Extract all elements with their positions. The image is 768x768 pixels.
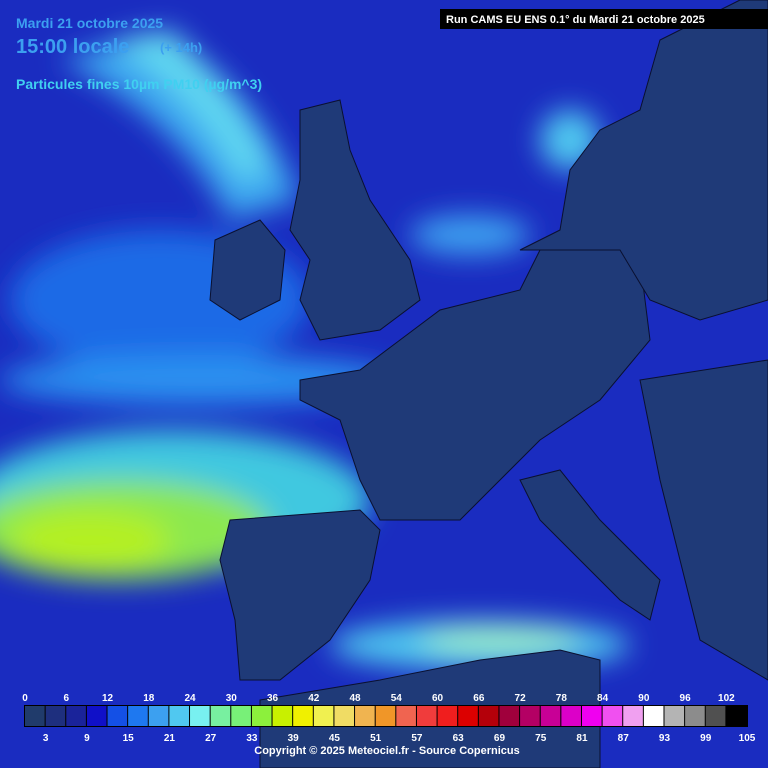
legend-label: 72	[515, 693, 527, 704]
legend-box	[664, 706, 685, 726]
legend-box	[520, 706, 540, 726]
legend-label: 75	[535, 733, 547, 744]
legend-box	[210, 706, 231, 726]
legend-box	[499, 706, 520, 726]
legend-label: 42	[308, 693, 320, 704]
legend-box	[437, 706, 458, 726]
legend: 0369121518212427303336394245485154576063…	[22, 693, 756, 744]
legend-label: 27	[205, 733, 217, 744]
lead: (+ 14h)	[160, 40, 202, 55]
parameter: Particules fines 10µm PM10 (µg/m^3)	[16, 76, 262, 92]
legend-label: 45	[329, 733, 341, 744]
legend-label: 33	[246, 733, 258, 744]
legend-label: 0	[22, 693, 28, 704]
legend-label: 87	[618, 733, 630, 744]
legend-box	[45, 706, 66, 726]
legend-label: 18	[143, 693, 155, 704]
legend-label: 93	[659, 733, 671, 744]
legend-box	[148, 706, 169, 726]
legend-label: 60	[432, 693, 444, 704]
legend-label: 6	[63, 693, 69, 704]
legend-box	[272, 706, 293, 726]
legend-label: 78	[556, 693, 568, 704]
legend-box	[355, 706, 375, 726]
legend-label: 102	[718, 693, 735, 704]
legend-box	[169, 706, 190, 726]
legend-box	[478, 706, 499, 726]
run-banner	[440, 9, 768, 29]
legend-box	[128, 706, 148, 726]
run-info: Run CAMS EU ENS 0.1° du Mardi 21 octobre…	[446, 14, 705, 26]
legend-box	[66, 706, 86, 726]
legend-label: 99	[700, 733, 712, 744]
legend-label: 36	[267, 693, 279, 704]
legend-box	[540, 706, 561, 726]
legend-box	[231, 706, 251, 726]
legend-box	[581, 706, 602, 726]
legend-box	[107, 706, 128, 726]
legend-label: 96	[680, 693, 692, 704]
legend-box	[293, 706, 313, 726]
date: Mardi 21 octobre 2025	[16, 15, 163, 31]
legend-box	[313, 706, 334, 726]
legend-label: 57	[411, 733, 423, 744]
legend-box	[334, 706, 355, 726]
legend-label: 12	[102, 693, 114, 704]
legend-box	[458, 706, 478, 726]
legend-label: 63	[453, 733, 465, 744]
legend-label: 48	[349, 693, 361, 704]
legend-label: 51	[370, 733, 382, 744]
legend-box	[561, 706, 581, 726]
legend-label: 3	[43, 733, 49, 744]
legend-label: 9	[84, 733, 90, 744]
legend-label: 105	[739, 733, 756, 744]
legend-box	[396, 706, 416, 726]
legend-label: 39	[288, 733, 300, 744]
legend-box	[705, 706, 726, 726]
legend-box	[25, 706, 45, 726]
legend-box	[190, 706, 210, 726]
legend-label: 24	[184, 693, 196, 704]
legend-label: 30	[226, 693, 238, 704]
legend-box	[375, 706, 396, 726]
time: 15:00 locale	[16, 36, 129, 58]
copyright: Copyright © 2025 Meteociel.fr - Source C…	[254, 745, 519, 757]
legend-box	[643, 706, 664, 726]
legend-label: 81	[576, 733, 588, 744]
legend-box	[602, 706, 623, 726]
legend-label: 21	[164, 733, 176, 744]
legend-label: 66	[473, 693, 485, 704]
legend-box	[623, 706, 643, 726]
legend-box	[251, 706, 272, 726]
legend-box	[86, 706, 107, 726]
land	[209, 0, 768, 768]
legend-box	[685, 706, 705, 726]
legend-label: 69	[494, 733, 506, 744]
legend-label: 84	[597, 693, 609, 704]
legend-box	[726, 706, 746, 726]
legend-box	[416, 706, 437, 726]
legend-label: 15	[123, 733, 135, 744]
legend-label: 90	[638, 693, 650, 704]
legend-label: 54	[391, 693, 403, 704]
